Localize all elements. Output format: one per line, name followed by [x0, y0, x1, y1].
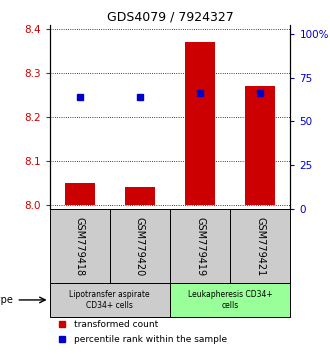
Bar [245, 86, 275, 205]
Text: transformed count: transformed count [74, 320, 158, 329]
Bar [50, 209, 110, 283]
Bar [65, 183, 95, 205]
Text: GSM779420: GSM779420 [135, 217, 145, 276]
Text: GSM779418: GSM779418 [75, 217, 84, 276]
Title: GDS4079 / 7924327: GDS4079 / 7924327 [107, 11, 233, 24]
Bar [50, 283, 170, 317]
Text: percentile rank within the sample: percentile rank within the sample [74, 335, 227, 344]
Text: cell type: cell type [0, 295, 13, 305]
Bar [230, 209, 290, 283]
Text: Leukapheresis CD34+
cells: Leukapheresis CD34+ cells [188, 290, 273, 310]
Bar [185, 42, 215, 205]
Bar [170, 283, 290, 317]
Text: Lipotransfer aspirate
CD34+ cells: Lipotransfer aspirate CD34+ cells [69, 290, 150, 310]
Text: GSM779421: GSM779421 [255, 217, 265, 276]
Bar [110, 209, 170, 283]
Text: GSM779419: GSM779419 [195, 217, 205, 276]
Bar [125, 187, 155, 205]
Bar [170, 209, 230, 283]
